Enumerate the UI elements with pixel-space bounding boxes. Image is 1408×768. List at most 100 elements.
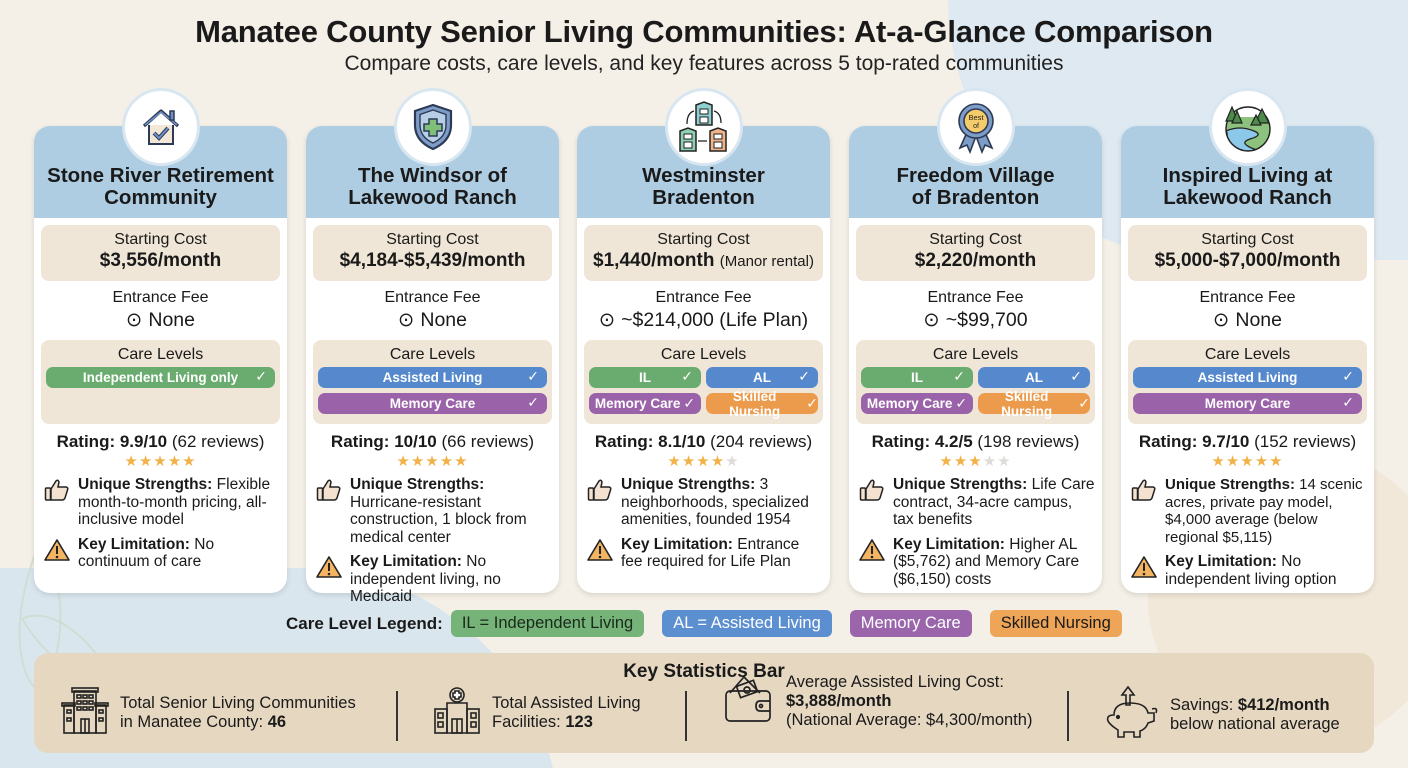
stat-text: Total Assisted Living Facilities: 123 [492,693,641,731]
stat-text: Savings: $412/month below national averag… [1170,695,1340,733]
entrance-fee-label: Entrance Fee [655,289,752,306]
stats-title: Key Statistics Bar [623,661,785,682]
entrance-fee-value: ~$214,000 (Life Plan) [621,308,809,331]
care-levels-label: Care Levels [117,346,204,363]
rating: Rating: 10/10 (66 reviews) [330,432,535,451]
hospital-icon [432,685,482,740]
key-limitation: Key Limitation: Entrance fee required fo… [584,536,823,571]
care-levels-box: Care Levels Assisted Living ✓ Memory Care… [1128,340,1367,424]
warning-icon [859,536,885,589]
care-levels-label: Care Levels [389,346,476,363]
entrance-fee: Entrance Fee ⊙ ~$99,700 [856,289,1095,332]
community-name: Westminster Bradenton [642,164,765,209]
legend-title: Care Level Legend: [286,613,443,633]
entrance-fee-label: Entrance Fee [927,289,1024,306]
stat-savings: Savings: $412/month below national averag… [1104,685,1340,744]
star-rating: ★★★★★ [396,453,469,470]
starting-cost-label: Starting Cost [929,231,1022,248]
starting-cost-value: $5,000-$7,000/month [1154,250,1341,271]
starting-cost-value: $1,440/month (Manor rental) [593,250,814,271]
care-levels-label: Care Levels [1204,346,1291,363]
care-level-pill: IL ✓ [861,367,973,388]
care-levels-box: Care Levels Independent Living only ✓ [41,340,280,424]
star-rating: ★★★★★ [124,453,197,470]
care-levels-label: Care Levels [660,346,747,363]
wallet-icon [722,673,776,730]
starting-cost-value: $4,184-$5,439/month [339,250,526,271]
entrance-fee-value: None [1235,308,1282,331]
starting-cost-label: Starting Cost [386,231,479,248]
care-level-pill: Memory Care ✓ [1133,393,1362,414]
community-name: The Windsor of Lakewood Ranch [348,164,517,209]
care-level-pill: AL ✓ [978,367,1090,388]
entrance-fee-value: None [420,308,467,331]
community-card: Stone River Retirement Community Startin… [34,88,287,593]
community-card: Inspired Living at Lakewood Ranch Starti… [1121,88,1374,593]
divider [685,691,687,741]
care-level-pill: Skilled Nursing ✓ [978,389,1090,419]
starting-cost-box: Starting Cost $4,184-$5,439/month [313,225,552,281]
page-subtitle: Compare costs, care levels, and key feat… [344,52,1064,75]
thumbs-up-icon [859,476,885,529]
starting-cost-label: Starting Cost [1201,231,1294,248]
community-card: The Windsor of Lakewood Ranch Starting C… [306,88,559,605]
warning-icon [1131,553,1157,588]
checkmark-icon: ✓ [255,368,267,384]
key-limitation: Key Limitation: No independent living op… [1128,553,1367,588]
care-level-legend: Care Level Legend: IL = Independent Livi… [286,610,1122,637]
community-name: Freedom Village of Bradenton [896,164,1055,209]
starting-cost-box: Starting Cost $1,440/month (Manor rental… [584,225,823,281]
apartment-building-icon [60,685,110,740]
stat-text: Total Senior Living Communities in Manate… [120,693,356,731]
divider [396,691,398,741]
entrance-fee-label: Entrance Fee [1199,289,1296,306]
checkmark-icon: ✓ [527,394,539,410]
star-rating: ★★★★★ [939,453,1012,470]
entrance-fee: Entrance Fee ⊙ None [1128,289,1367,332]
stat-assisted-living-facilities: Total Assisted Living Facilities: 123 [432,685,641,740]
care-level-pill: Memory Care ✓ [861,393,973,414]
check-circle-icon: ⊙ [126,309,143,331]
star-rating: ★★★★★ [1211,453,1284,470]
stat-average-cost: Average Assisted Living Cost: $3,888/mont… [722,673,1032,730]
legend-item-il: IL = Independent Living [450,610,645,637]
key-limitation: Key Limitation: No independent living, n… [313,553,552,606]
legend-item-memory-care: Memory Care [849,610,972,637]
entrance-fee-label: Entrance Fee [112,289,209,306]
starting-cost-box: Starting Cost $3,556/month [41,225,280,281]
warning-icon [44,536,70,571]
checkmark-icon: ✓ [806,395,818,411]
unique-strengths: Unique Strengths: Flexible month-to-mont… [41,476,280,529]
starting-cost-box: Starting Cost $5,000-$7,000/month [1128,225,1367,281]
entrance-fee-label: Entrance Fee [384,289,481,306]
divider [1067,691,1069,741]
checkmark-icon: ✓ [683,395,696,411]
thumbs-up-icon [316,476,342,546]
community-name: Stone River Retirement Community [47,164,274,209]
neighborhoods-icon [664,88,743,166]
stat-text: Average Assisted Living Cost: $3,888/mont… [786,673,1033,729]
care-level-pill: Independent Living only ✓ [46,367,275,388]
house-check-icon [121,88,200,166]
care-level-pill: Memory Care ✓ [318,393,547,414]
care-levels-box: Care Levels Assisted Living ✓ Memory Care… [313,340,552,424]
community-card: Best of Freedom Village of Bradenton Sta… [849,88,1102,593]
care-level-pill: Memory Care ✓ [589,393,701,414]
rating: Rating: 9.9/10 (62 reviews) [56,432,265,451]
thumbs-up-icon [44,476,70,529]
care-levels-label: Care Levels [932,346,1019,363]
starting-cost-label: Starting Cost [114,231,207,248]
legend-item-skilled-nursing: Skilled Nursing [989,610,1122,637]
rating: Rating: 9.7/10 (152 reviews) [1138,432,1357,451]
warning-icon [587,536,613,571]
legend-item-al: AL = Assisted Living [662,610,832,637]
care-level-pill: AL ✓ [706,367,818,388]
checkmark-icon: ✓ [1342,368,1354,384]
care-levels-box: Care Levels IL ✓ AL ✓ Memory Care ✓ Skilled… [584,340,823,424]
warning-icon [316,553,342,606]
unique-strengths: Unique Strengths: Life Care contract, 34… [856,476,1095,529]
starting-cost-value: $3,556/month [99,250,222,271]
check-circle-icon: ⊙ [1213,309,1230,331]
care-level-pill: Skilled Nursing ✓ [706,389,818,419]
checkmark-icon: ✓ [527,368,539,384]
